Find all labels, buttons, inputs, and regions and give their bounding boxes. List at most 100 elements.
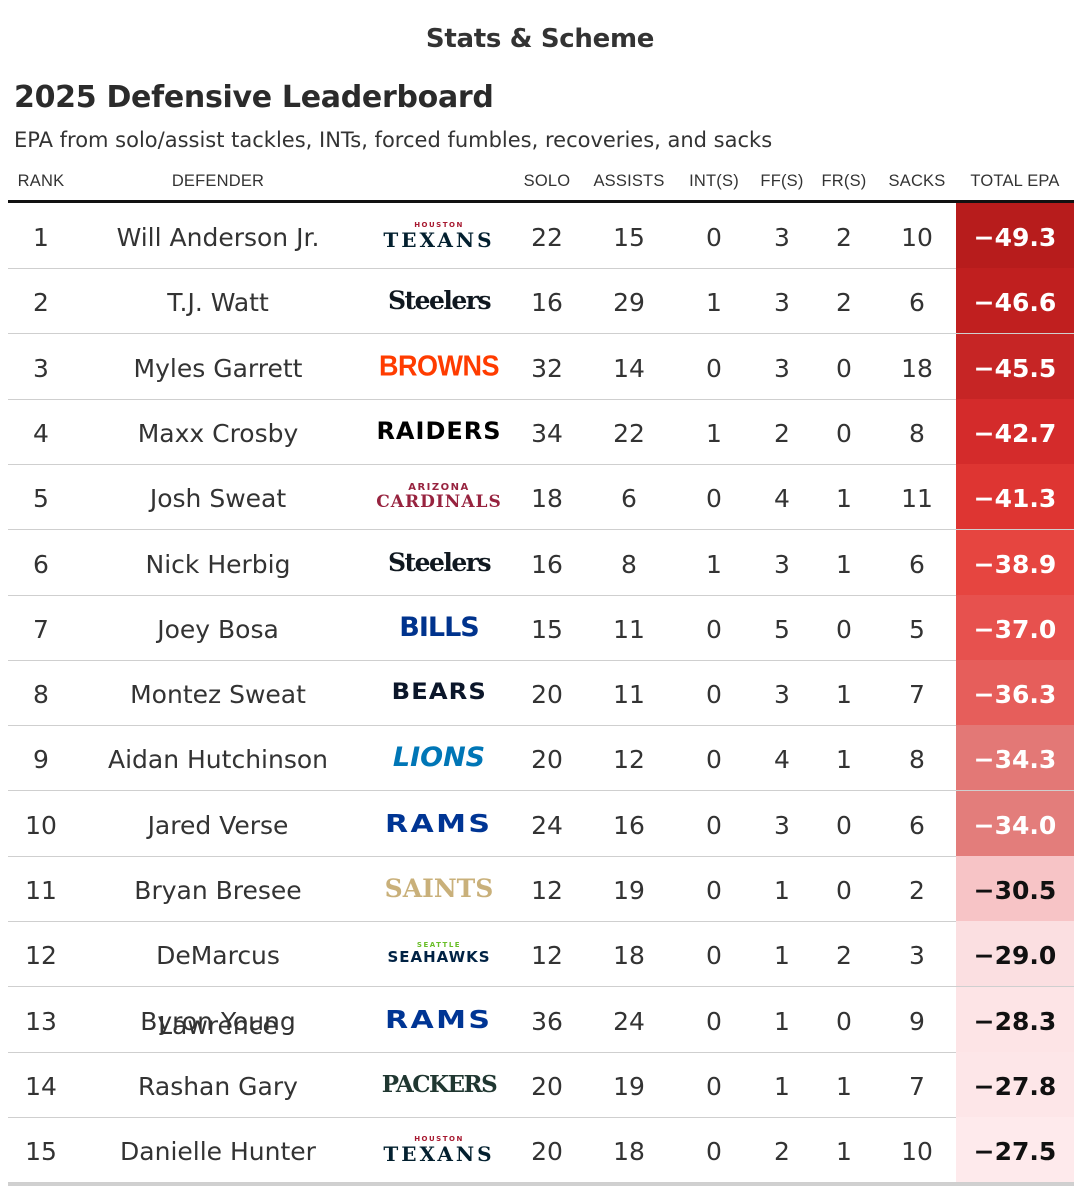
total-epa-cell: −34.3 (956, 725, 1074, 791)
defender-name: Joey Bosa (157, 614, 279, 644)
team-logo-city: SEATTLE (416, 941, 462, 950)
assists-cell: 16 (613, 810, 645, 840)
table-row[interactable]: 1 Will Anderson Jr. 22 15 0 3 2 10 HOUSTON TEXANS… (8, 203, 1074, 269)
ffs-cell: 3 (774, 549, 790, 579)
table-bottom-divider (8, 1183, 1074, 1186)
column-header-solo[interactable]: SOLO (523, 172, 571, 190)
ints-cell: 1 (706, 288, 722, 318)
ffs-cell: 1 (774, 876, 790, 905)
total-epa-cell: −30.5 (956, 856, 1074, 921)
team-logo: HOUSTON TEXANS (374, 1117, 504, 1182)
table-row[interactable]: 6 Nick Herbig 16 8 1 3 1 6 Steelers −38.9 (8, 529, 1074, 596)
defender-name: Bryan Bresee (134, 876, 302, 905)
defender-name: Byron Young (140, 1006, 296, 1036)
team-logo: SEATTLE SEAHAWKS (374, 921, 504, 986)
solo-cell: 34 (531, 418, 563, 448)
solo-cell: 18 (531, 484, 563, 514)
ints-cell: 1 (706, 549, 722, 579)
sacks-cell: 7 (909, 680, 925, 710)
frs-cell: 1 (836, 745, 852, 775)
table-row[interactable]: 11 Bryan Bresee 12 19 0 1 0 2 SAINTS −30.5 (8, 856, 1074, 922)
defender-name: Nick Herbig (145, 549, 291, 579)
team-logo: PACKERS (374, 1052, 504, 1117)
column-header-rank[interactable]: RANK (17, 172, 65, 190)
team-logo-wordmark: RAMS (385, 808, 493, 838)
frs-cell: 1 (836, 1071, 852, 1101)
ints-cell: 1 (706, 418, 722, 448)
rank-cell: 8 (33, 680, 49, 710)
solo-cell: 20 (531, 1137, 563, 1167)
assists-cell: 11 (613, 614, 645, 644)
team-logo: HOUSTON TEXANS (374, 203, 504, 268)
rank-cell: 9 (33, 745, 49, 775)
team-logo: BILLS (374, 595, 504, 660)
assists-cell: 14 (613, 353, 645, 383)
ffs-cell: 3 (774, 680, 790, 710)
assists-cell: 19 (613, 1071, 645, 1101)
table-row[interactable]: 7 Joey Bosa 15 11 0 5 0 5 BILLS −37.0 (8, 594, 1074, 661)
assists-cell: 18 (613, 1137, 645, 1167)
column-header-ints[interactable]: INT(S) (689, 172, 739, 190)
sacks-cell: 18 (901, 353, 933, 383)
solo-cell: 16 (531, 288, 563, 318)
column-header-sacks[interactable]: SACKS (888, 172, 946, 190)
total-epa-cell: −34.0 (956, 790, 1074, 856)
table-row[interactable]: 3 Myles Garrett 32 14 0 3 0 18 BROWNS −45.5 (8, 333, 1074, 400)
table-row[interactable]: 13 Byron Young 36 24 0 1 0 9 RAMS −28.3 (8, 986, 1074, 1053)
frs-cell: 1 (836, 484, 852, 514)
team-logo: RAMS (374, 791, 504, 856)
ints-cell: 0 (706, 614, 722, 644)
frs-cell: 2 (836, 941, 852, 971)
defender-name: Josh Sweat (149, 484, 287, 514)
assists-cell: 8 (621, 549, 637, 579)
team-logo: RAMS (374, 987, 504, 1052)
team-logo-wordmark: PACKERS (381, 1070, 498, 1098)
table-row[interactable]: 12 DeMarcus Lawrence 12 18 0 1 2 3 SEATTLE SEAHAW… (8, 921, 1074, 1040)
team-logo-wordmark: RAMS (385, 1004, 493, 1034)
rank-cell: 4 (33, 418, 49, 448)
team-logo: Steelers (374, 268, 504, 333)
table-row[interactable]: 10 Jared Verse 24 16 0 3 0 6 RAMS −34.0 (8, 790, 1074, 857)
ints-cell: 0 (706, 1137, 722, 1167)
total-epa-cell: −46.6 (956, 268, 1074, 334)
table-row[interactable]: 4 Maxx Crosby 34 22 1 2 0 8 RAIDERS −42.7 (8, 398, 1074, 465)
defender-name: Rashan Gary (138, 1071, 298, 1101)
ffs-cell: 1 (774, 1071, 790, 1101)
table-row[interactable]: 14 Rashan Gary 20 19 0 1 1 7 PACKERS −27.8 (8, 1051, 1074, 1118)
table-row[interactable]: 2 T.J. Watt 16 29 1 3 2 6 Steelers −46.6 (8, 268, 1074, 335)
team-logo-wordmark: BILLS (399, 611, 479, 643)
team-logo-wordmark: Steelers (387, 286, 492, 316)
column-header-ffs[interactable]: FF(S) (760, 172, 804, 190)
sacks-cell: 2 (909, 876, 925, 905)
column-header-defender[interactable]: DEFENDER (171, 172, 265, 190)
defender-name: Aidan Hutchinson (107, 745, 329, 775)
rank-cell: 1 (33, 223, 49, 252)
rank-cell: 3 (33, 353, 49, 383)
frs-cell: 0 (836, 810, 852, 840)
assists-cell: 22 (613, 418, 645, 448)
assists-cell: 15 (613, 223, 645, 252)
column-header-total-epa[interactable]: TOTAL EPA (970, 172, 1060, 190)
team-logo-wordmark: CARDINALS (376, 491, 502, 512)
rank-cell: 12 (25, 941, 57, 971)
solo-cell: 15 (531, 614, 563, 644)
defender-name: Myles Garrett (133, 353, 303, 383)
table-row[interactable]: 8 Montez Sweat 20 11 0 3 1 7 BEARS −36.3 (8, 660, 1074, 727)
defender-name: Will Anderson Jr. (116, 223, 320, 252)
rank-cell: 14 (25, 1071, 57, 1101)
brand-title: Stats & Scheme (425, 24, 655, 54)
column-header-assists[interactable]: ASSISTS (593, 172, 665, 190)
column-header-frs[interactable]: FR(S) (821, 172, 867, 190)
table-row[interactable]: 9 Aidan Hutchinson 20 12 0 4 1 8 LIONS −34.3 (8, 725, 1074, 792)
table-row[interactable]: 5 Josh Sweat 18 6 0 4 1 11 ARIZONA CARDINALS −41.3 (8, 464, 1074, 531)
ints-cell: 0 (706, 1006, 722, 1036)
table-row[interactable]: 15 Danielle Hunter 20 18 0 2 1 10 HOUSTON TEXANS −… (8, 1117, 1074, 1184)
assists-cell: 29 (613, 288, 645, 318)
total-epa-cell: −41.3 (956, 464, 1074, 530)
rank-cell: 13 (25, 1006, 57, 1036)
sacks-cell: 5 (909, 614, 925, 644)
sacks-cell: 6 (909, 549, 925, 579)
frs-cell: 0 (836, 353, 852, 383)
solo-cell: 12 (531, 876, 563, 905)
ffs-cell: 3 (774, 223, 790, 252)
